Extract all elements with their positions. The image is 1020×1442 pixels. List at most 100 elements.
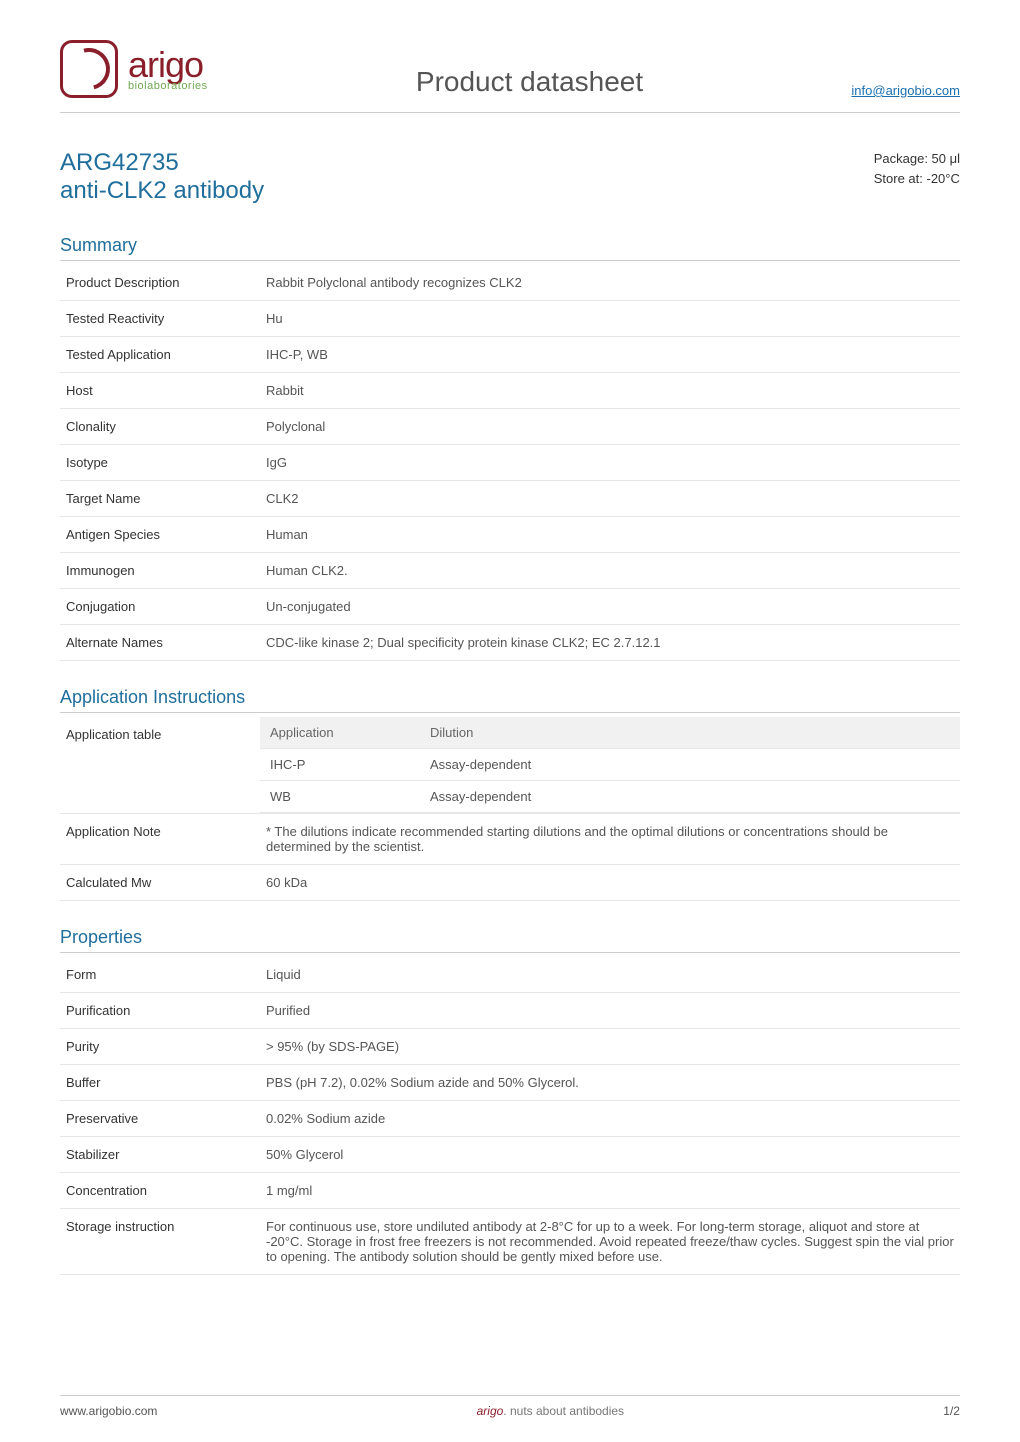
table-row: IsotypeIgG bbox=[60, 445, 960, 481]
properties-val: > 95% (by SDS-PAGE) bbox=[260, 1029, 960, 1065]
summary-key: Conjugation bbox=[60, 589, 260, 625]
summary-val: Polyclonal bbox=[260, 409, 960, 445]
summary-val: CLK2 bbox=[260, 481, 960, 517]
table-row: Target NameCLK2 bbox=[60, 481, 960, 517]
footer-brand: arigo bbox=[477, 1404, 504, 1418]
page-footer: www.arigobio.com arigo. nuts about antib… bbox=[60, 1395, 960, 1418]
properties-key: Preservative bbox=[60, 1101, 260, 1137]
summary-table: Product DescriptionRabbit Polyclonal ant… bbox=[60, 265, 960, 661]
calculated-mw-val: 60 kDa bbox=[260, 865, 960, 901]
appins-table-label: Application table bbox=[60, 717, 260, 814]
table-row: Preservative0.02% Sodium azide bbox=[60, 1101, 960, 1137]
brand-sub: biolaboratories bbox=[128, 81, 208, 92]
appins-subtable-cell: Application Dilution IHC-PAssay-dependen… bbox=[260, 717, 960, 814]
product-title: ARG42735 anti-CLK2 antibody bbox=[60, 149, 264, 205]
app-subtable-dil: Assay-dependent bbox=[420, 749, 960, 781]
table-row: Concentration1 mg/ml bbox=[60, 1173, 960, 1209]
application-subtable: Application Dilution IHC-PAssay-dependen… bbox=[260, 717, 960, 813]
properties-key: Purity bbox=[60, 1029, 260, 1065]
table-row: Application Note * The dilutions indicat… bbox=[60, 814, 960, 865]
properties-val: For continuous use, store undiluted anti… bbox=[260, 1209, 960, 1275]
summary-val: Un-conjugated bbox=[260, 589, 960, 625]
app-subtable-dil: Assay-dependent bbox=[420, 781, 960, 813]
product-header: ARG42735 anti-CLK2 antibody Package: 50 … bbox=[60, 149, 960, 205]
properties-key: Buffer bbox=[60, 1065, 260, 1101]
summary-val: Rabbit Polyclonal antibody recognizes CL… bbox=[260, 265, 960, 301]
product-name: anti-CLK2 antibody bbox=[60, 177, 264, 205]
table-row: IHC-PAssay-dependent bbox=[260, 749, 960, 781]
summary-key: Isotype bbox=[60, 445, 260, 481]
summary-key: Antigen Species bbox=[60, 517, 260, 553]
application-note-val: * The dilutions indicate recommended sta… bbox=[260, 814, 960, 865]
appins-table: Application table Application Dilution I… bbox=[60, 717, 960, 901]
email-link[interactable]: info@arigobio.com bbox=[851, 83, 960, 98]
properties-key: Form bbox=[60, 957, 260, 993]
logo-text: arigo biolaboratories bbox=[128, 47, 208, 92]
product-meta: Package: 50 μl Store at: -20°C bbox=[874, 149, 960, 188]
summary-val: Rabbit bbox=[260, 373, 960, 409]
header-bar: arigo biolaboratories Product datasheet … bbox=[60, 40, 960, 113]
properties-key: Purification bbox=[60, 993, 260, 1029]
table-row: Tested ReactivityHu bbox=[60, 301, 960, 337]
table-row: WBAssay-dependent bbox=[260, 781, 960, 813]
properties-val: 0.02% Sodium azide bbox=[260, 1101, 960, 1137]
summary-val: CDC-like kinase 2; Dual specificity prot… bbox=[260, 625, 960, 661]
table-row: Application table Application Dilution I… bbox=[60, 717, 960, 814]
package-label: Package: 50 μl bbox=[874, 149, 960, 169]
properties-val: Purified bbox=[260, 993, 960, 1029]
summary-val: Human CLK2. bbox=[260, 553, 960, 589]
summary-key: Target Name bbox=[60, 481, 260, 517]
table-row: ImmunogenHuman CLK2. bbox=[60, 553, 960, 589]
table-row: HostRabbit bbox=[60, 373, 960, 409]
footer-tag-rest: . nuts about antibodies bbox=[503, 1404, 624, 1418]
table-row: Storage instructionFor continuous use, s… bbox=[60, 1209, 960, 1275]
table-row: Purity> 95% (by SDS-PAGE) bbox=[60, 1029, 960, 1065]
section-heading-appins: Application Instructions bbox=[60, 687, 960, 713]
summary-key: Host bbox=[60, 373, 260, 409]
logo-block: arigo biolaboratories bbox=[60, 40, 208, 98]
table-row: PurificationPurified bbox=[60, 993, 960, 1029]
properties-val: 1 mg/ml bbox=[260, 1173, 960, 1209]
properties-table: FormLiquidPurificationPurifiedPurity> 95… bbox=[60, 957, 960, 1275]
summary-key: Clonality bbox=[60, 409, 260, 445]
table-row: Stabilizer50% Glycerol bbox=[60, 1137, 960, 1173]
application-note-key: Application Note bbox=[60, 814, 260, 865]
summary-val: IgG bbox=[260, 445, 960, 481]
store-label: Store at: -20°C bbox=[874, 169, 960, 189]
subtable-col-dil: Dilution bbox=[420, 717, 960, 749]
section-heading-summary: Summary bbox=[60, 235, 960, 261]
summary-key: Alternate Names bbox=[60, 625, 260, 661]
table-row: ConjugationUn-conjugated bbox=[60, 589, 960, 625]
table-row: BufferPBS (pH 7.2), 0.02% Sodium azide a… bbox=[60, 1065, 960, 1101]
properties-val: Liquid bbox=[260, 957, 960, 993]
properties-val: 50% Glycerol bbox=[260, 1137, 960, 1173]
properties-key: Concentration bbox=[60, 1173, 260, 1209]
table-row: ClonalityPolyclonal bbox=[60, 409, 960, 445]
summary-val: IHC-P, WB bbox=[260, 337, 960, 373]
footer-page: 1/2 bbox=[943, 1404, 960, 1418]
product-code: ARG42735 bbox=[60, 149, 264, 177]
summary-key: Tested Application bbox=[60, 337, 260, 373]
summary-key: Tested Reactivity bbox=[60, 301, 260, 337]
brand-name: arigo bbox=[128, 47, 208, 83]
calculated-mw-key: Calculated Mw bbox=[60, 865, 260, 901]
footer-url: www.arigobio.com bbox=[60, 1404, 157, 1418]
table-row: FormLiquid bbox=[60, 957, 960, 993]
table-row: Alternate NamesCDC-like kinase 2; Dual s… bbox=[60, 625, 960, 661]
subtable-col-app: Application bbox=[260, 717, 420, 749]
table-row: Tested ApplicationIHC-P, WB bbox=[60, 337, 960, 373]
summary-key: Product Description bbox=[60, 265, 260, 301]
table-row: Product DescriptionRabbit Polyclonal ant… bbox=[60, 265, 960, 301]
table-row: Calculated Mw 60 kDa bbox=[60, 865, 960, 901]
page-title: Product datasheet bbox=[416, 66, 643, 98]
section-heading-properties: Properties bbox=[60, 927, 960, 953]
app-subtable-app: WB bbox=[260, 781, 420, 813]
logo-icon bbox=[60, 40, 118, 98]
app-subtable-app: IHC-P bbox=[260, 749, 420, 781]
footer-tagline: arigo. nuts about antibodies bbox=[477, 1404, 624, 1418]
table-row: Antigen SpeciesHuman bbox=[60, 517, 960, 553]
summary-key: Immunogen bbox=[60, 553, 260, 589]
summary-val: Human bbox=[260, 517, 960, 553]
summary-val: Hu bbox=[260, 301, 960, 337]
properties-key: Stabilizer bbox=[60, 1137, 260, 1173]
